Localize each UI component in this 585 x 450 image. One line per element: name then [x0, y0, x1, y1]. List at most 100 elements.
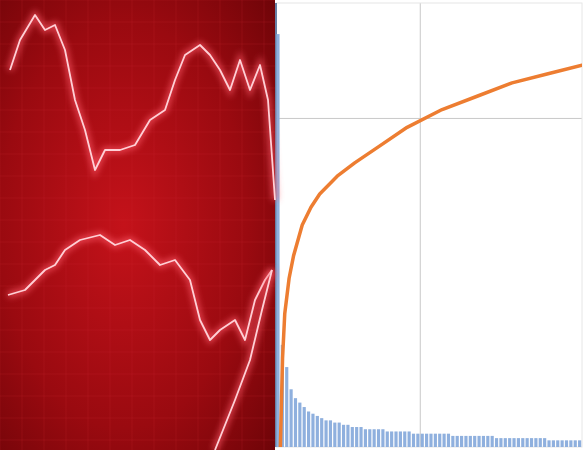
panel-grid	[0, 440, 275, 441]
histogram-bar	[381, 429, 384, 447]
panel-grid	[0, 418, 275, 419]
histogram-bar	[368, 429, 371, 447]
panel-grid	[176, 0, 177, 450]
chart	[0, 0, 585, 450]
histogram-bar	[421, 434, 424, 447]
histogram-bar	[285, 367, 288, 447]
panel-grid	[0, 352, 275, 353]
panel-grid	[0, 0, 275, 1]
histogram-bar	[333, 423, 336, 447]
histogram-bar	[508, 438, 511, 447]
histogram-bar	[307, 411, 310, 447]
histogram-bar	[578, 440, 581, 447]
histogram-bar	[456, 436, 459, 447]
histogram-bar	[351, 427, 354, 447]
histogram-bar	[565, 440, 568, 447]
panel-grid	[0, 330, 275, 331]
histogram-bar	[539, 438, 542, 447]
histogram-bar	[390, 431, 393, 447]
bright-line	[215, 270, 272, 450]
histogram-bar	[473, 436, 476, 447]
histogram-bar	[355, 427, 358, 447]
panel-grid	[154, 0, 155, 450]
histogram-bar	[338, 423, 341, 447]
glow-line	[10, 15, 275, 200]
panel-grid	[88, 0, 89, 450]
histogram-bar	[482, 436, 485, 447]
histogram-bar	[517, 438, 520, 447]
panel-grid	[44, 0, 45, 450]
histogram-bar	[443, 434, 446, 447]
histogram-bar	[386, 431, 389, 447]
panel-grid	[0, 308, 275, 309]
histogram-bar	[329, 420, 332, 447]
histogram-bar	[561, 440, 564, 447]
histogram-bar	[298, 403, 301, 447]
glow-line	[215, 270, 272, 450]
background-image	[0, 0, 275, 450]
histogram-bar	[377, 429, 380, 447]
histogram-bar	[412, 434, 415, 447]
histogram-bar	[552, 440, 555, 447]
histogram-bar	[543, 438, 546, 447]
panel-grid	[0, 264, 275, 265]
panel-grid	[0, 286, 275, 287]
histogram-bar	[534, 438, 537, 447]
histogram-bar	[486, 436, 489, 447]
histogram-bar	[408, 431, 411, 447]
panel-grid	[0, 66, 275, 67]
data-group	[276, 34, 582, 447]
histogram-bar	[316, 416, 319, 447]
histogram-bar	[399, 431, 402, 447]
histogram-bar	[530, 438, 533, 447]
histogram-bar	[311, 414, 314, 447]
histogram-bar	[499, 438, 502, 447]
histogram-bar	[504, 438, 507, 447]
histogram-bar	[491, 436, 494, 447]
histogram-bar	[416, 434, 419, 447]
histogram-bar	[547, 440, 550, 447]
panel-grid	[110, 0, 111, 450]
grid-line-x	[420, 3, 421, 447]
histogram-bar	[346, 425, 349, 447]
panel-grid	[264, 0, 265, 450]
histogram-bar	[303, 407, 306, 447]
histogram-bar	[451, 436, 454, 447]
bright-line	[8, 235, 272, 340]
histogram-bar	[359, 427, 362, 447]
histogram-bar	[425, 434, 428, 447]
histogram-bar	[276, 34, 279, 447]
panel-grid	[0, 176, 275, 177]
histogram-bar	[526, 438, 529, 447]
histogram-bar	[460, 436, 463, 447]
histogram-bar	[438, 434, 441, 447]
panel-grid	[22, 0, 23, 450]
histogram-bar	[464, 436, 467, 447]
panel-grid	[132, 0, 133, 450]
histogram-bar	[364, 429, 367, 447]
histogram-bar	[290, 389, 293, 447]
histogram-bar	[495, 438, 498, 447]
panel-grid	[0, 154, 275, 155]
panel-grid	[0, 0, 1, 450]
panel-grid	[0, 198, 275, 199]
histogram-bar	[394, 431, 397, 447]
histogram-bar	[373, 429, 376, 447]
histogram-bar	[324, 420, 327, 447]
histogram-bar	[434, 434, 437, 447]
histogram-bar	[574, 440, 577, 447]
histogram-bar	[521, 438, 524, 447]
histogram-bar	[429, 434, 432, 447]
panel-grid	[0, 220, 275, 221]
histogram-bar	[403, 431, 406, 447]
red-panel	[0, 0, 275, 450]
bright-line	[10, 15, 275, 200]
histogram-bar	[477, 436, 480, 447]
histogram-bar	[342, 425, 345, 447]
panel-grid	[0, 374, 275, 375]
histogram-bar	[294, 398, 297, 447]
histogram-bar	[556, 440, 559, 447]
panel-grid	[0, 44, 275, 45]
histogram-bar	[569, 440, 572, 447]
histogram-bar	[512, 438, 515, 447]
